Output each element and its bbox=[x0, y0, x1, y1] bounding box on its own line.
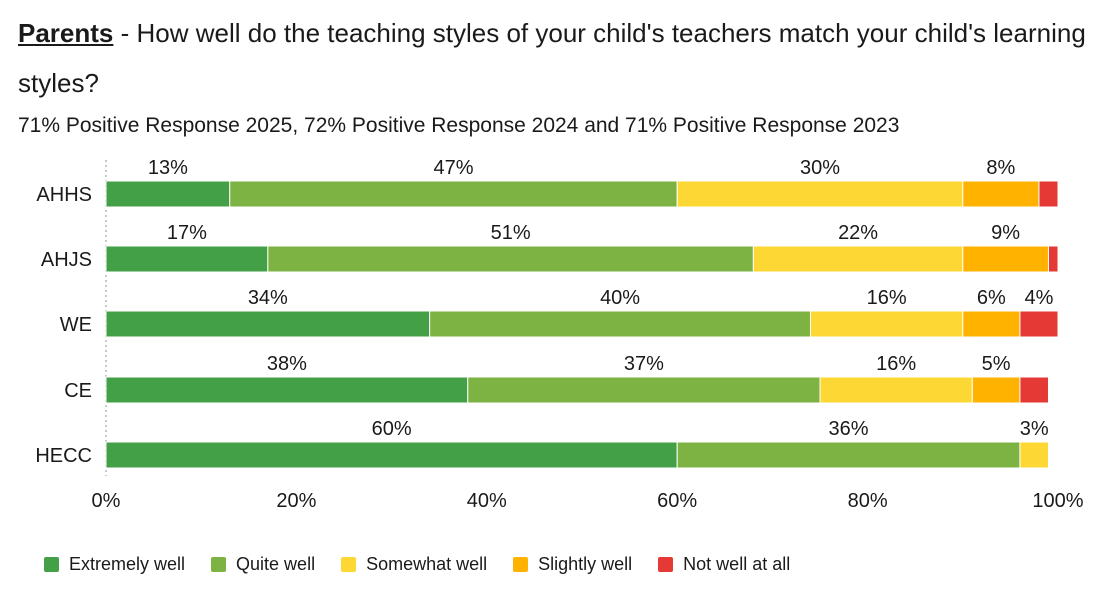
data-label: 40% bbox=[600, 287, 640, 309]
title-lead: Parents bbox=[18, 18, 114, 48]
category-label: AHHS bbox=[36, 184, 92, 206]
category-label: CE bbox=[64, 380, 92, 402]
legend-label: Slightly well bbox=[538, 553, 633, 574]
bar-segment bbox=[962, 180, 1040, 208]
bar-segment bbox=[1038, 180, 1059, 208]
bar-segment bbox=[971, 376, 1021, 404]
bar-segment bbox=[819, 376, 973, 404]
bar-segment bbox=[1047, 245, 1059, 273]
category-label: AHJS bbox=[41, 249, 92, 271]
category-label: WE bbox=[60, 314, 92, 336]
bar-segment bbox=[676, 441, 1021, 469]
x-tick-label: 0% bbox=[92, 490, 121, 512]
bar-segment bbox=[1019, 441, 1049, 469]
category-label: HECC bbox=[35, 445, 92, 467]
bar-segment bbox=[1019, 310, 1059, 338]
legend-item: Not well at all bbox=[658, 554, 790, 575]
x-tick-label: 20% bbox=[276, 490, 316, 512]
stacked-bar-chart: AHHS 13% 47% 30% 8% AHJS 17% 51% 22% 9% WE 34% 40% 16… bbox=[35, 157, 1083, 512]
data-label: 13% bbox=[148, 157, 188, 179]
data-label: 34% bbox=[248, 287, 288, 309]
legend-swatch bbox=[211, 556, 227, 572]
bar-segment bbox=[962, 245, 1049, 273]
x-tick-label: 100% bbox=[1032, 490, 1083, 512]
legend-swatch bbox=[513, 556, 529, 572]
legend-label: Quite well bbox=[236, 553, 316, 574]
legend-label: Somewhat well bbox=[366, 553, 488, 574]
data-label: 3% bbox=[1020, 418, 1049, 440]
bar-segment bbox=[105, 441, 678, 469]
data-label: 36% bbox=[829, 418, 869, 440]
data-label: 51% bbox=[491, 222, 531, 244]
bar-segment bbox=[809, 310, 964, 338]
bar-segment bbox=[105, 376, 469, 404]
x-tick-label: 60% bbox=[657, 490, 697, 512]
bar-segment bbox=[267, 245, 754, 273]
legend-swatch bbox=[341, 556, 357, 572]
legend-item: Somewhat well bbox=[341, 554, 487, 575]
data-label: 38% bbox=[267, 353, 307, 375]
bar-segment bbox=[467, 376, 821, 404]
legend-swatch bbox=[44, 556, 59, 572]
bar-segment bbox=[676, 180, 964, 208]
bar-segment bbox=[105, 245, 269, 273]
chart-subtitle: 71% Positive Response 2025, 72% Positive… bbox=[18, 114, 900, 137]
bar-segment bbox=[962, 310, 1021, 338]
data-label: 16% bbox=[876, 353, 916, 375]
bar-segment bbox=[429, 310, 811, 338]
data-label: 5% bbox=[982, 353, 1011, 375]
data-label: 30% bbox=[800, 157, 840, 179]
data-label: 37% bbox=[624, 353, 664, 375]
legend-swatch bbox=[658, 556, 674, 572]
x-tick-label: 80% bbox=[848, 490, 888, 512]
chart-legend: Extremely well Quite well Somewhat well Sli… bbox=[44, 552, 816, 576]
bar-segment bbox=[1019, 376, 1049, 404]
bar-segment bbox=[105, 310, 431, 338]
data-label: 17% bbox=[167, 222, 207, 244]
legend-item: Slightly well bbox=[513, 554, 632, 575]
legend-label: Extremely well bbox=[69, 553, 186, 574]
data-label: 4% bbox=[1025, 287, 1054, 309]
x-tick-label: 40% bbox=[467, 490, 507, 512]
chart-title: Parents - How well do the teaching style… bbox=[18, 8, 1088, 108]
legend-item: Quite well bbox=[211, 554, 315, 575]
bar-segment bbox=[229, 180, 678, 208]
data-label: 9% bbox=[991, 222, 1020, 244]
data-label: 6% bbox=[977, 287, 1006, 309]
data-label: 22% bbox=[838, 222, 878, 244]
data-label: 47% bbox=[433, 157, 473, 179]
legend-label: Not well at all bbox=[683, 553, 791, 574]
bar-segment bbox=[752, 245, 964, 273]
bar-segment bbox=[105, 180, 231, 208]
data-label: 60% bbox=[372, 418, 412, 440]
data-label: 16% bbox=[867, 287, 907, 309]
legend-item: Extremely well bbox=[44, 554, 185, 575]
data-label: 8% bbox=[986, 157, 1015, 179]
title-text: - How well do the teaching styles of you… bbox=[18, 18, 1086, 98]
